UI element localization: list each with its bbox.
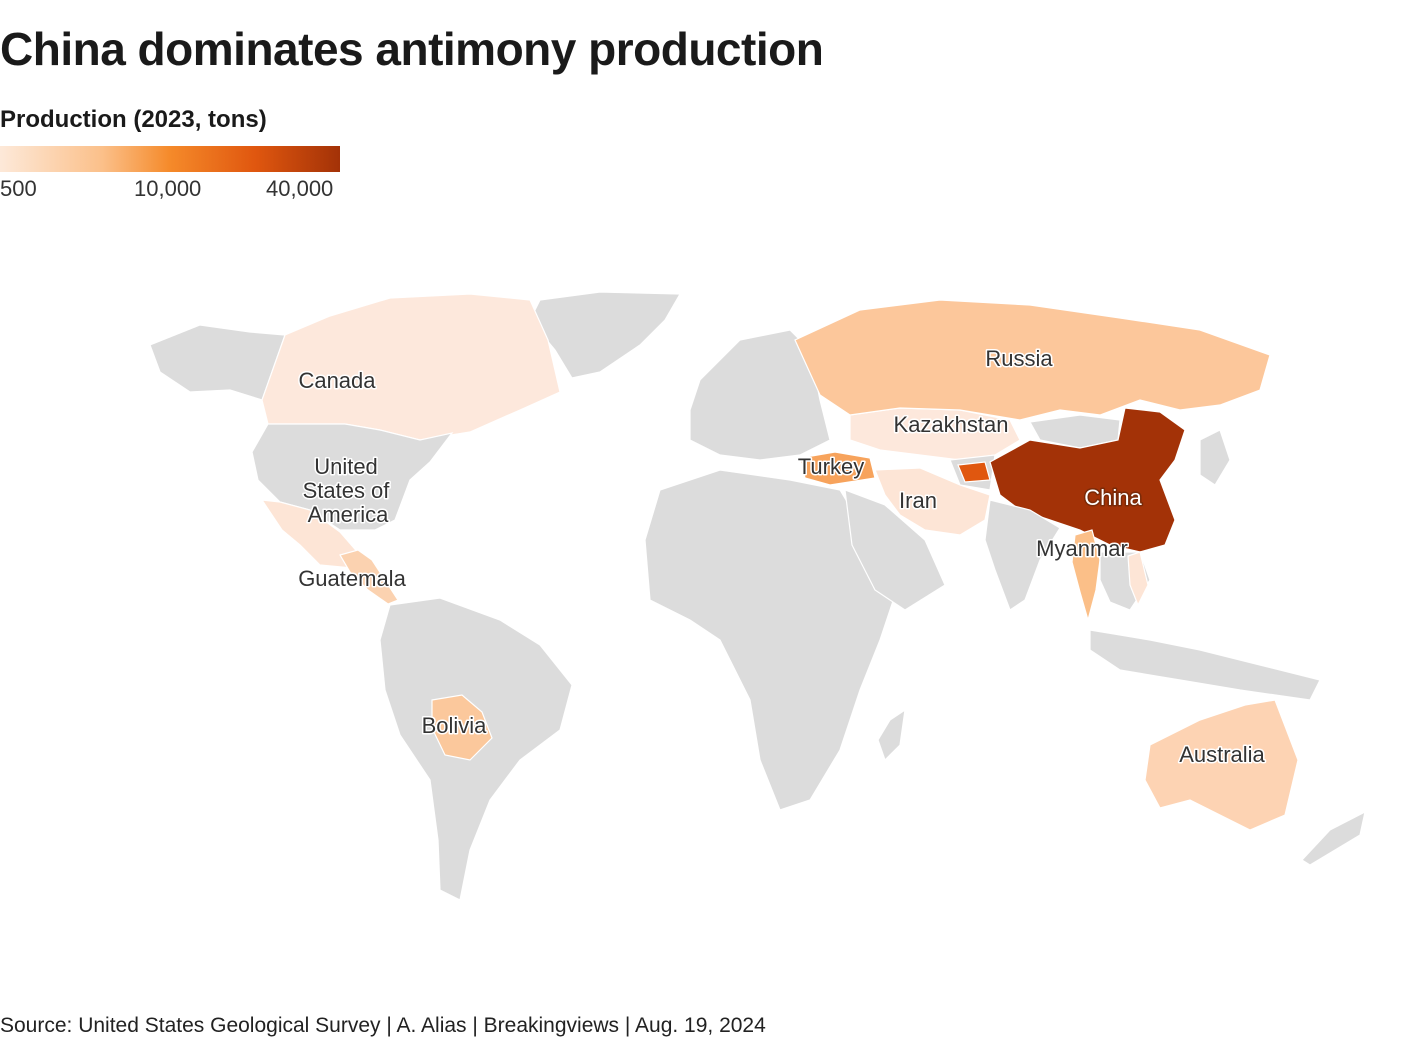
land-alaska [149,324,286,401]
legend-tick-max: 40,000 [266,176,334,201]
label-australia: Australia [1179,742,1265,767]
country-iran[interactable] [874,467,991,536]
country-usa[interactable] [251,423,454,531]
legend-color-scale [0,146,340,172]
country-myanmar[interactable] [1071,529,1101,623]
source-note: Source: United States Geological Survey … [0,1014,766,1037]
legend-tick-mid: 10,000 [134,176,202,201]
land-arabia [844,489,946,611]
country-turkey[interactable] [799,451,876,486]
label-iran: Iran [899,488,937,513]
land-japan [1199,429,1231,486]
label-usa-line2: States of [303,478,391,503]
country-australia[interactable] [1144,699,1299,831]
label-usa-line1: United [314,454,378,479]
land-africa [644,469,901,811]
legend-tick-min: 500 [0,176,37,201]
country-bolivia[interactable] [431,694,493,761]
label-usa-line3: America [308,502,389,527]
land-new-zealand [1301,810,1366,866]
label-russia: Russia [985,346,1053,371]
label-myanmar: Myanmar [1036,536,1128,561]
country-vietnam[interactable] [1127,551,1149,607]
legend-title: Production (2023, tons) [0,106,267,133]
country-guatemala[interactable] [339,549,399,605]
land-madagascar [877,708,906,762]
label-bolivia: Bolivia [422,713,488,738]
land-indonesia [1089,629,1321,701]
world-map: Canada United States of America Guatemal… [149,291,1366,901]
label-guatemala: Guatemala [298,566,406,591]
land-europe [689,329,831,461]
chart-title: China dominates antimony production [0,23,824,75]
country-labels: Canada United States of America Guatemal… [297,345,1267,769]
country-tajikistan[interactable] [957,461,991,483]
country-russia[interactable] [794,299,1271,421]
label-turkey: Turkey [798,454,864,479]
label-kazakhstan: Kazakhstan [894,412,1009,437]
land-india [984,499,1061,611]
label-canada: Canada [298,368,376,393]
label-china: China [1084,485,1142,510]
country-canada[interactable] [261,293,561,441]
